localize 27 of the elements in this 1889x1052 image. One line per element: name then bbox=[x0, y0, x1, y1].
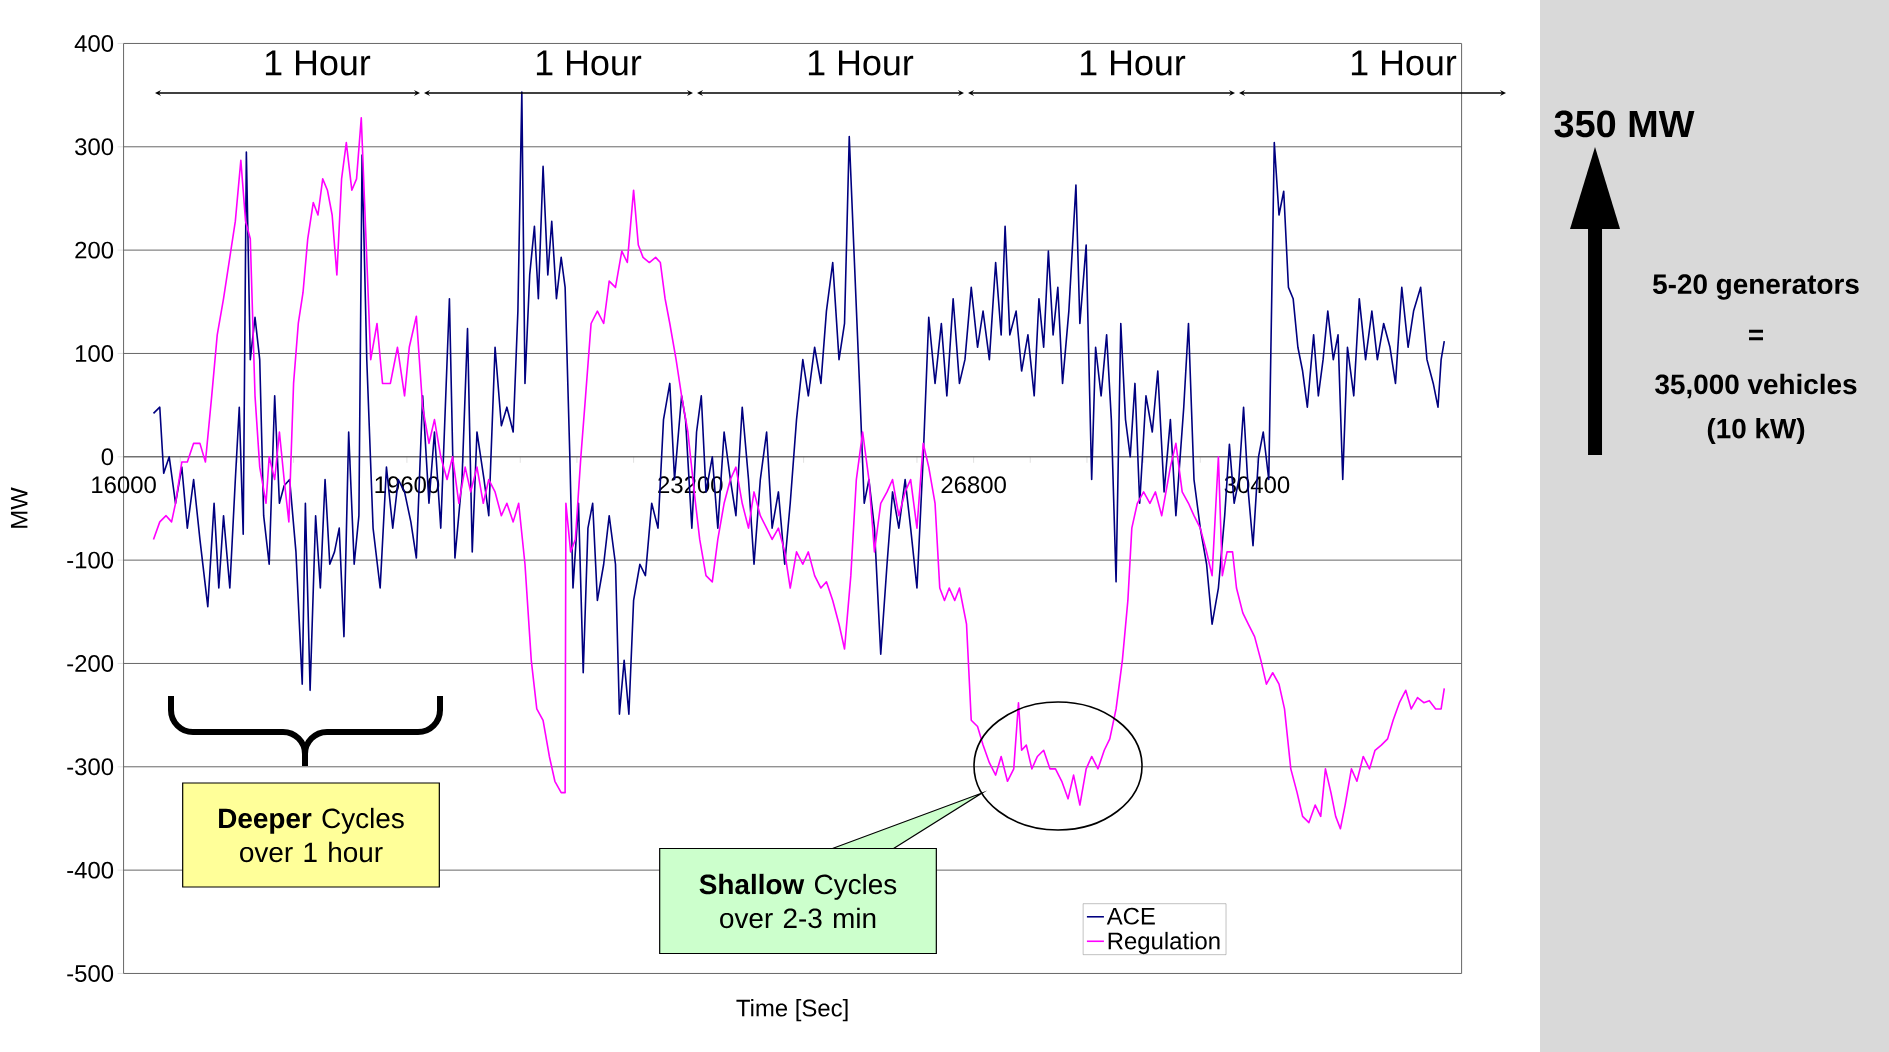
annotation: 1 Hour bbox=[1351, 50, 1457, 76]
text: (10 kW) bbox=[1707, 418, 1805, 444]
y-tick-label: 0 bbox=[101, 448, 114, 466]
y-tick-label: -200 bbox=[67, 655, 114, 672]
y-tick-label: -400 bbox=[67, 861, 114, 879]
y-tick-label: 100 bbox=[75, 345, 114, 362]
annotation: 1 Hour bbox=[1080, 50, 1186, 76]
y-tick-label: 300 bbox=[75, 138, 114, 156]
y-tick-label: -100 bbox=[67, 551, 114, 569]
legend-label: ACE bbox=[1106, 907, 1155, 925]
legend-label: Regulation bbox=[1108, 931, 1220, 955]
annotation: 1 Hour bbox=[808, 50, 914, 76]
x-axis-title: Time [Sec] bbox=[736, 998, 848, 1022]
text: 350 MW bbox=[1554, 110, 1695, 138]
y-tick-label: 200 bbox=[75, 241, 114, 259]
text: 5-20 generators bbox=[1653, 274, 1859, 300]
x-tick-label: 26800 bbox=[941, 476, 1006, 494]
y-tick-label: -300 bbox=[67, 758, 114, 776]
text: = bbox=[1749, 329, 1764, 341]
annotation: Deeper Cycles over 1 hour bbox=[219, 807, 404, 863]
y-tick-label: 400 bbox=[74, 35, 114, 52]
annotation: 1 Hour bbox=[536, 50, 642, 76]
annotation: Shallow Cycles over 2-3 min bbox=[699, 873, 897, 929]
text: 35,000 vehicles bbox=[1655, 373, 1857, 399]
annotation: 1 Hour bbox=[265, 50, 371, 76]
y-tick-label: -500 bbox=[67, 965, 114, 982]
y-axis-title: MW bbox=[10, 487, 28, 528]
